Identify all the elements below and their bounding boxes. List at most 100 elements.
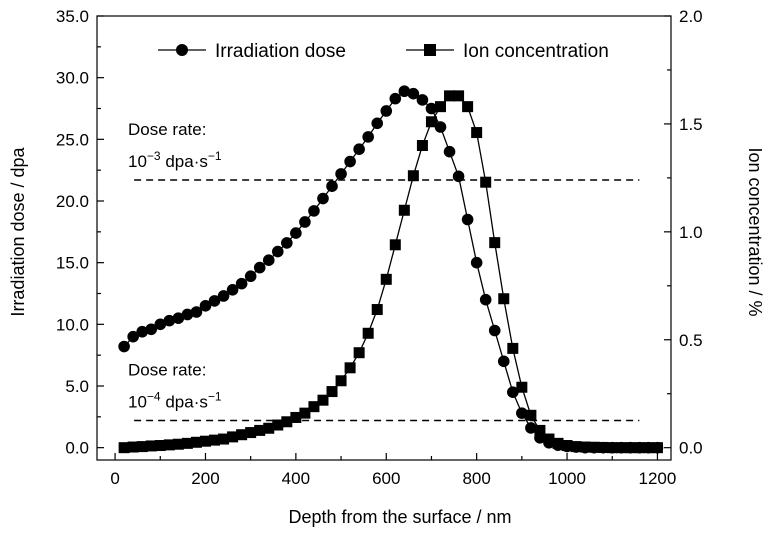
data-point bbox=[226, 284, 239, 296]
legend-circle-marker bbox=[176, 44, 188, 56]
data-point bbox=[271, 245, 284, 258]
dose-rate-label: Dose rate: bbox=[128, 120, 206, 139]
data-point bbox=[127, 330, 139, 343]
dose-rate-value: 10−4 dpa·s−1 bbox=[128, 390, 222, 412]
x-tick-label: 600 bbox=[372, 469, 400, 488]
data-point bbox=[642, 442, 654, 454]
data-point bbox=[534, 424, 546, 436]
data-point bbox=[570, 441, 582, 453]
data-point bbox=[444, 90, 456, 102]
data-point bbox=[407, 87, 420, 100]
legend-label-irradiation-dose: Irradiation dose bbox=[215, 41, 346, 62]
data-point bbox=[308, 205, 320, 217]
dose-rate-label: Dose rate: bbox=[128, 361, 206, 380]
data-point bbox=[624, 442, 636, 454]
data-point bbox=[172, 438, 184, 450]
legend: Irradiation dose Ion concentration bbox=[158, 41, 609, 62]
data-point bbox=[498, 293, 510, 305]
data-point bbox=[154, 318, 167, 331]
data-point bbox=[425, 102, 438, 115]
data-point bbox=[181, 437, 193, 449]
data-point bbox=[362, 327, 374, 339]
data-point bbox=[543, 433, 555, 445]
data-point bbox=[235, 277, 248, 290]
data-point bbox=[199, 300, 212, 312]
data-point bbox=[253, 261, 266, 274]
data-point bbox=[579, 441, 591, 453]
data-point bbox=[335, 168, 347, 180]
data-point bbox=[452, 170, 465, 183]
data-point bbox=[597, 441, 609, 453]
data-point bbox=[588, 441, 600, 453]
data-point bbox=[199, 435, 211, 447]
legend-entry-irradiation-dose: Irradiation dose bbox=[158, 41, 346, 62]
legend-label-ion-concentration: Ion concentration bbox=[463, 41, 609, 62]
data-point bbox=[290, 411, 302, 423]
data-point bbox=[136, 441, 148, 453]
data-point bbox=[398, 85, 411, 98]
y2-tick-label: 0.0 bbox=[679, 439, 703, 458]
x-axis-title: Depth from the surface / nm bbox=[288, 507, 511, 527]
x-tick-label: 1000 bbox=[548, 469, 586, 488]
data-point bbox=[453, 90, 465, 102]
y2-tick-label: 0.5 bbox=[679, 331, 703, 350]
series-ion-concentration bbox=[118, 90, 663, 454]
data-point bbox=[398, 204, 410, 216]
data-point bbox=[389, 92, 402, 105]
data-point bbox=[163, 314, 176, 327]
x-tick-label: 1200 bbox=[639, 469, 677, 488]
data-point bbox=[118, 442, 130, 454]
data-point bbox=[425, 116, 437, 128]
data-point bbox=[209, 434, 221, 446]
data-point bbox=[353, 143, 365, 155]
data-point bbox=[633, 442, 645, 454]
data-point bbox=[190, 436, 202, 448]
tick-labels: 0 200 400 600 800 1000 12000.05.010.015.020.02… bbox=[56, 7, 703, 488]
data-point bbox=[281, 237, 293, 249]
y-tick-label: 15.0 bbox=[56, 254, 89, 273]
y2-axis-title: Ion concentration / % bbox=[745, 147, 765, 316]
data-point bbox=[507, 342, 519, 354]
dose-rate-reference-1: Dose rate: 10−3 dpa·s−1 bbox=[128, 120, 640, 181]
data-point bbox=[299, 407, 311, 419]
data-point bbox=[344, 362, 356, 374]
data-point bbox=[389, 239, 401, 251]
data-point bbox=[317, 192, 329, 205]
data-point bbox=[434, 121, 447, 133]
data-point bbox=[371, 304, 383, 316]
data-point bbox=[218, 433, 230, 445]
data-point bbox=[371, 117, 384, 130]
legend-entry-ion-concentration: Ion concentration bbox=[406, 41, 609, 62]
data-point bbox=[552, 437, 564, 449]
data-point bbox=[227, 431, 239, 443]
data-point bbox=[353, 347, 365, 359]
y2-tick-label: 1.5 bbox=[679, 115, 703, 134]
data-point bbox=[488, 324, 501, 337]
data-point bbox=[136, 325, 148, 338]
data-point bbox=[145, 440, 157, 452]
dose-rate-value: 10−3 dpa·s−1 bbox=[128, 149, 222, 171]
y2-tick-label: 1.0 bbox=[679, 223, 703, 242]
data-point bbox=[290, 227, 302, 239]
data-point bbox=[308, 401, 320, 413]
y-tick-label: 35.0 bbox=[56, 7, 89, 26]
x-tick-label: 200 bbox=[191, 469, 219, 488]
data-point bbox=[561, 440, 573, 452]
data-point bbox=[497, 355, 510, 368]
data-point bbox=[416, 140, 428, 152]
data-point bbox=[236, 429, 248, 441]
x-tick-label: 800 bbox=[462, 469, 490, 488]
x-tick-label: 0 bbox=[110, 469, 119, 488]
y-tick-label: 10.0 bbox=[56, 315, 89, 334]
series-layer bbox=[118, 85, 664, 454]
data-point bbox=[407, 170, 419, 182]
y-tick-label: 20.0 bbox=[56, 192, 89, 211]
data-point bbox=[380, 105, 393, 117]
data-point bbox=[254, 424, 266, 436]
plot-frame bbox=[96, 15, 672, 461]
data-point bbox=[163, 439, 175, 451]
axes bbox=[96, 15, 672, 461]
data-point bbox=[480, 176, 492, 188]
y-tick-label: 0.0 bbox=[65, 439, 89, 458]
